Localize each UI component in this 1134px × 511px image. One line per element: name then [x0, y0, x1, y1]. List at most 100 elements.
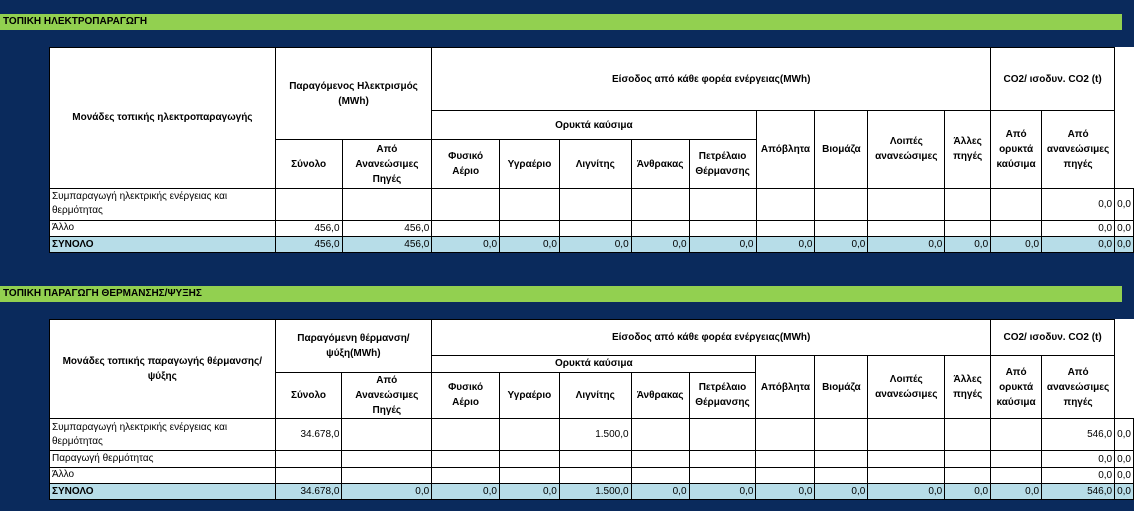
units-header: Μονάδες τοπικής ηλεκτροπαραγωγής [49, 47, 276, 189]
cell: 0,0 [814, 482, 869, 501]
cell: 0,0 [1114, 187, 1134, 221]
cell: 0,0 [1114, 219, 1134, 237]
cell [688, 187, 757, 221]
cell [498, 466, 560, 484]
cell: 0,0 [814, 235, 869, 254]
section-title-electricity: ΤΟΠΙΚΗ ΗΛΕΚΤΡΟΠΑΡΑΓΩΓΗ [0, 14, 1122, 30]
cell: 1.500,0 [558, 418, 632, 452]
cell [499, 219, 560, 237]
row-label: Άλλο [49, 466, 276, 484]
cell: 34.678,0 [274, 418, 343, 452]
cell [755, 418, 816, 452]
cell: 546,0 [1041, 418, 1116, 452]
cell: 0,0 [341, 482, 433, 501]
section-title-heating: ΤΟΠΙΚΗ ΠΑΡΑΓΩΓΗ ΘΕΡΜΑΝΣΗΣ/ΨΥΞΗΣ [0, 286, 1122, 302]
cell: 0,0 [990, 235, 1043, 254]
cell [341, 187, 433, 221]
cell [814, 219, 869, 237]
cell: 0,0 [630, 482, 690, 501]
cell [867, 219, 946, 237]
co2-fossil-header: Από ορυκτά καύσιμα [990, 355, 1043, 420]
cell: 0,0 [755, 235, 816, 254]
table-row: Παραγωγή θερμότητας 0,0 0,0 [49, 450, 1134, 468]
cell [990, 466, 1043, 484]
cell [688, 466, 757, 484]
cell [814, 466, 869, 484]
cell: 0,0 [1114, 418, 1134, 452]
cell: 0,0 [431, 482, 500, 501]
total-label: ΣΥΝΟΛΟ [49, 235, 276, 254]
cell: 0,0 [558, 235, 632, 254]
cell [558, 219, 632, 237]
produced-header: Παραγόμενος Ηλεκτρισμός (MWh) [274, 46, 433, 141]
cell [630, 187, 690, 221]
cell: 0,0 [499, 235, 560, 254]
electricity-table: Μονάδες τοπικής ηλεκτροπαραγωγής Παραγόμ… [49, 46, 1134, 254]
cell [630, 418, 690, 452]
renewable-col-header: Από Ανανεώσιμες Πηγές [341, 139, 433, 189]
co2-fossil-header: Από ορυκτά καύσιμα [990, 110, 1043, 189]
row-label: Συμπαραγωγή ηλεκτρικής ενέργειας και θερ… [49, 418, 276, 452]
cell [558, 466, 632, 484]
cell [867, 450, 946, 468]
cell: 0,0 [944, 482, 992, 501]
cell [814, 450, 869, 468]
heating-oil-header: Πετρέλαιο Θέρμανσης [688, 371, 757, 420]
cell [814, 187, 869, 221]
cell [944, 450, 992, 468]
cell [990, 418, 1043, 452]
co2-header: CO2/ ισοδυν. CO2 (t) [990, 46, 1116, 112]
cell [274, 187, 343, 221]
inputs-header: Είσοδος από κάθε φορέα ενέργειας(MWh) [431, 46, 992, 112]
cell [688, 450, 757, 468]
total-row: ΣΥΝΟΛΟ 456,0 456,0 0,0 0,0 0,0 0,0 0,0 0… [49, 235, 1134, 254]
liquid-gas-header: Υγραέριο [499, 139, 560, 189]
co2-renewable-header: Από ανανεώσιμες πηγές [1041, 110, 1116, 189]
cell [944, 466, 992, 484]
cell [944, 219, 992, 237]
cell [341, 466, 433, 484]
cell: 456,0 [274, 235, 343, 254]
cell [499, 187, 560, 221]
cell [630, 450, 690, 468]
lignite-header: Λιγνίτης [558, 371, 632, 420]
cell [630, 219, 690, 237]
total-label: ΣΥΝΟΛΟ [49, 482, 276, 501]
cell: 0,0 [990, 482, 1043, 501]
cell [341, 418, 433, 452]
produced-header: Παραγόμενη θέρμανση/ψύξη(MWh) [274, 319, 433, 373]
cell [431, 466, 500, 484]
waste-header: Απόβλητα [755, 110, 816, 189]
cell [990, 219, 1043, 237]
other-sources-header: Άλλες πηγές [944, 355, 992, 420]
units-header: Μονάδες τοπικής παραγωγής θέρμανσης/ψύξη… [49, 318, 276, 420]
row-label: Παραγωγή θερμότητας [49, 450, 276, 468]
row-label: Συμπαραγωγή ηλεκτρικής ενέργειας και θερ… [49, 187, 276, 221]
heating-table: Μονάδες τοπικής παραγωγής θέρμανσης/ψύξη… [49, 318, 1134, 501]
table-row: Συμπαραγωγή ηλεκτρικής ενέργειας και θερ… [49, 187, 1134, 221]
cell: 456,0 [341, 235, 433, 254]
inputs-header: Είσοδος από κάθε φορέα ενέργειας(MWh) [431, 318, 992, 357]
natural-gas-header: Φυσικό Αέριο [431, 371, 500, 420]
co2-header: CO2/ ισοδυν. CO2 (t) [990, 318, 1116, 357]
cell [498, 418, 560, 452]
coal-header: Άνθρακας [630, 139, 690, 189]
cell [688, 418, 757, 452]
cell [274, 466, 343, 484]
table-row: Άλλο 0,0 0,0 [49, 466, 1134, 484]
cell [755, 466, 816, 484]
cell [944, 418, 992, 452]
waste-header: Απόβλητα [755, 355, 816, 420]
cell: 34.678,0 [274, 482, 343, 501]
cell [867, 466, 946, 484]
cell: 0,0 [1041, 450, 1116, 468]
cell: 1.500,0 [558, 482, 632, 501]
cell: 456,0 [341, 219, 433, 237]
cell [755, 450, 816, 468]
cell [990, 450, 1043, 468]
cell: 546,0 [1041, 482, 1116, 501]
other-renewables-header: Λοιπές ανανεώσιμες [867, 110, 946, 189]
cell [944, 187, 992, 221]
heating-oil-header: Πετρέλαιο Θέρμανσης [688, 139, 757, 189]
coal-header: Άνθρακας [630, 371, 690, 420]
